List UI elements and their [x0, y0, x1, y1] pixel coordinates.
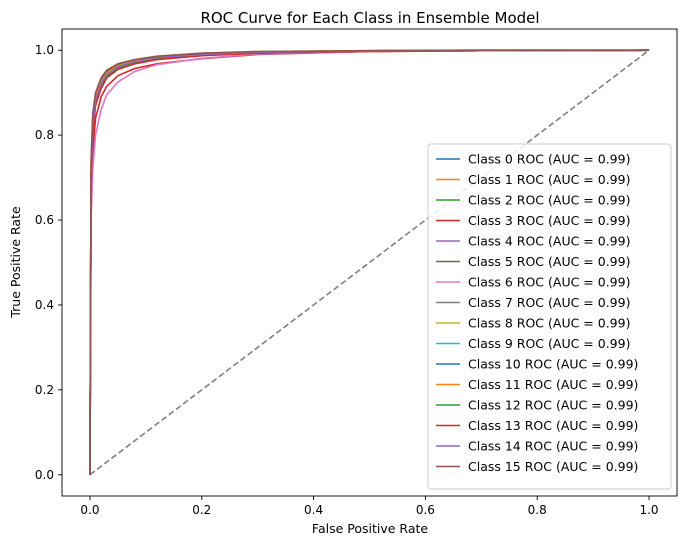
plot-area-frame [61, 28, 678, 497]
x-axis-label: False Positive Rate [312, 521, 428, 536]
y-axis-label: True Positive Rate [8, 206, 23, 319]
x-axis-ticks: 0.0 0.2 0.4 0.6 0.8 1.0 [80, 496, 659, 517]
chance-diagonal-line [89, 49, 650, 476]
y-tick-label: 1.0 [35, 43, 54, 57]
legend-label-class-10: Class 10 ROC (AUC = 0.99) [468, 357, 638, 372]
x-tick-label: 0.4 [304, 503, 323, 517]
roc-lines [89, 49, 650, 476]
legend-label-class-3: Class 3 ROC (AUC = 0.99) [468, 213, 630, 228]
legend-label-class-2: Class 2 ROC (AUC = 0.99) [468, 193, 630, 208]
x-tick-label: 0.8 [528, 503, 547, 517]
y-axis-ticks: 0.0 0.2 0.4 0.6 0.8 1.0 [35, 43, 62, 482]
x-tick-label: 0.0 [80, 503, 99, 517]
y-tick-label: 0.2 [35, 383, 54, 397]
x-tick-label: 0.2 [192, 503, 211, 517]
legend-label-class-13: Class 13 ROC (AUC = 0.99) [468, 418, 638, 433]
legend-label-class-4: Class 4 ROC (AUC = 0.99) [468, 234, 630, 249]
x-tick-label: 1.0 [639, 503, 658, 517]
legend-label-class-14: Class 14 ROC (AUC = 0.99) [468, 439, 638, 454]
legend-frame [427, 143, 672, 490]
legend-label-class-8: Class 8 ROC (AUC = 0.99) [468, 316, 630, 331]
y-tick-label: 0.6 [35, 213, 54, 227]
legend-label-class-6: Class 6 ROC (AUC = 0.99) [468, 275, 630, 290]
chart-legend: Class 0 ROC (AUC = 0.99) Class 1 ROC (AUC… [427, 143, 672, 490]
x-tick-label: 0.6 [416, 503, 435, 517]
legend-label-class-5: Class 5 ROC (AUC = 0.99) [468, 254, 630, 269]
y-tick-label: 0.4 [35, 298, 54, 312]
chart-title: ROC Curve for Each Class in Ensemble Mod… [200, 9, 539, 27]
legend-label-class-9: Class 9 ROC (AUC = 0.99) [468, 336, 630, 351]
legend-label-class-7: Class 7 ROC (AUC = 0.99) [468, 295, 630, 310]
legend-label-class-1: Class 1 ROC (AUC = 0.99) [468, 172, 630, 187]
legend-label-class-11: Class 11 ROC (AUC = 0.99) [468, 377, 638, 392]
legend-label-class-0: Class 0 ROC (AUC = 0.99) [468, 152, 630, 167]
legend-label-class-12: Class 12 ROC (AUC = 0.99) [468, 398, 638, 413]
roc-line-class-15 [89, 49, 650, 475]
legend-label-class-15: Class 15 ROC (AUC = 0.99) [468, 459, 638, 474]
y-tick-label: 0.8 [35, 128, 54, 142]
y-tick-label: 0.0 [35, 468, 54, 482]
